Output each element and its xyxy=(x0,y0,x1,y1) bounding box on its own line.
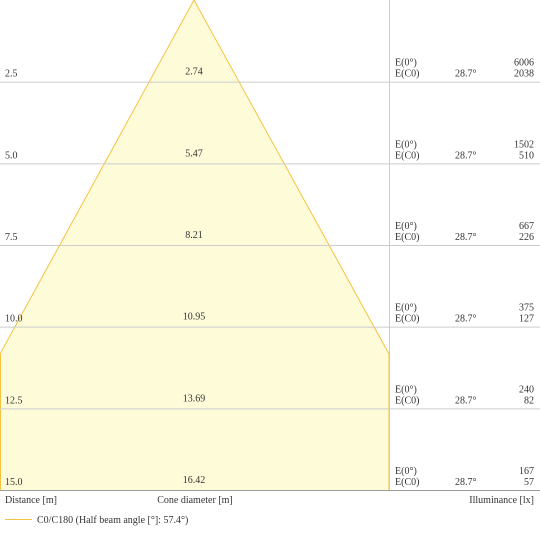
e0-label: E(0°) xyxy=(395,466,417,477)
ec0-label: E(C0) xyxy=(395,69,419,80)
angle: 28.7° xyxy=(455,314,477,325)
ec0-label: E(C0) xyxy=(395,314,419,325)
e0-label: E(0°) xyxy=(395,221,417,232)
ec0-label: E(C0) xyxy=(395,232,419,243)
angle: 28.7° xyxy=(455,477,477,488)
angle: 28.7° xyxy=(455,150,477,161)
distance: 15.0 xyxy=(5,477,23,488)
angle: 28.7° xyxy=(455,232,477,243)
e0-label: E(0°) xyxy=(395,58,417,69)
angle: 28.7° xyxy=(455,395,477,406)
ec0-value: 2038 xyxy=(514,69,534,80)
e0-label: E(0°) xyxy=(395,303,417,314)
e0-value: 240 xyxy=(519,384,534,395)
ec0-label: E(C0) xyxy=(395,150,419,161)
ec0-label: E(C0) xyxy=(395,477,419,488)
e0-value: 375 xyxy=(519,303,534,314)
footer-label: Distance [m] xyxy=(5,495,57,506)
ec0-value: 57 xyxy=(524,477,534,488)
distance: 5.0 xyxy=(5,150,18,161)
ec0-value: 127 xyxy=(519,314,534,325)
distance: 10.0 xyxy=(5,314,23,325)
cone-edge xyxy=(0,0,390,355)
e0-value: 6006 xyxy=(514,58,534,69)
cone-diameter: 10.95 xyxy=(183,312,206,323)
ec0-value: 510 xyxy=(519,150,534,161)
footer-label: Illuminance [lx] xyxy=(469,495,534,506)
cone-diameter: 8.21 xyxy=(185,230,203,241)
distance: 2.5 xyxy=(5,69,18,80)
footer-label: Cone diameter [m] xyxy=(157,495,233,506)
cone-diameter: 5.47 xyxy=(185,148,203,159)
e0-value: 167 xyxy=(519,466,534,477)
cone-diameter: 16.42 xyxy=(183,475,206,486)
e0-value: 667 xyxy=(519,221,534,232)
ec0-label: E(C0) xyxy=(395,395,419,406)
ec0-value: 226 xyxy=(519,232,534,243)
e0-label: E(0°) xyxy=(395,139,417,150)
cone-diameter: 13.69 xyxy=(183,393,206,404)
e0-value: 1502 xyxy=(514,139,534,150)
distance: 12.5 xyxy=(5,395,23,406)
legend-label: C0/C180 (Half beam angle [°]: 57.4°) xyxy=(37,515,188,526)
e0-label: E(0°) xyxy=(395,384,417,395)
ec0-value: 82 xyxy=(524,395,534,406)
angle: 28.7° xyxy=(455,69,477,80)
distance: 7.5 xyxy=(5,232,18,243)
cone-diameter: 2.74 xyxy=(185,67,203,78)
